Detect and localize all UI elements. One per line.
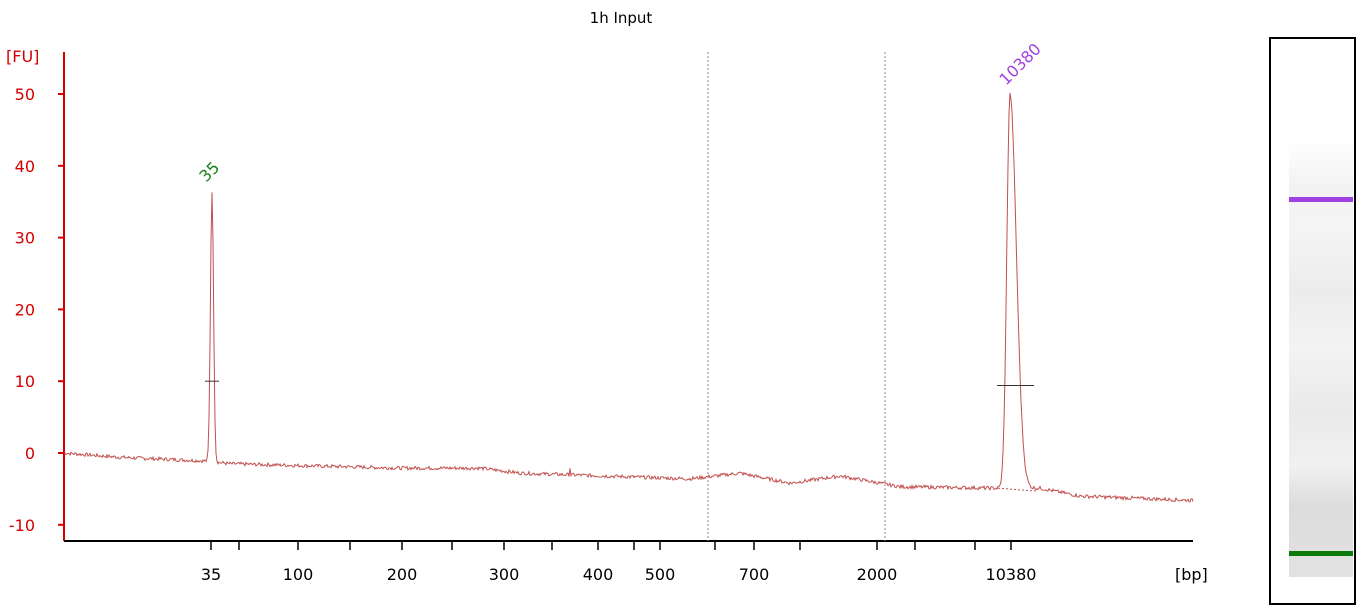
y-tick-label: 50 [15, 85, 35, 104]
gel-image-panel [1269, 37, 1356, 605]
x-axis-ticks: 35 100 200 300 400 500 700 2000 10380 [201, 541, 1037, 584]
region-guides [707, 52, 886, 541]
y-tick-label: -10 [9, 516, 35, 535]
y-axis-ticks: -10 0 10 20 30 40 50 [9, 85, 64, 535]
chart-axes [63, 52, 1193, 542]
y-tick-label: 40 [15, 157, 35, 176]
peak-label: 35 [195, 158, 223, 186]
x-tick-label: 200 [387, 565, 418, 584]
electropherogram-chart: 1h Input [FU] [bp] -10 0 10 20 30 40 50 35 100 2… [6, 9, 1208, 584]
x-tick-label: 100 [283, 565, 314, 584]
x-tick-label: 400 [583, 565, 614, 584]
x-tick-label: 10380 [986, 565, 1037, 584]
gel-lane [1289, 137, 1353, 577]
x-tick-label: 500 [645, 565, 676, 584]
gel-band-upper-marker [1289, 197, 1353, 202]
x-tick-label: 300 [489, 565, 520, 584]
x-tick-label: 2000 [857, 565, 898, 584]
x-axis-label: [bp] [1175, 565, 1208, 584]
y-tick-label: 0 [25, 444, 35, 463]
x-tick-label: 35 [201, 565, 221, 584]
y-tick-label: 10 [15, 372, 35, 391]
chart-title: 1h Input [590, 9, 653, 27]
y-axis-label: [FU] [6, 47, 39, 66]
x-tick-label: 700 [739, 565, 770, 584]
gel-band-lower-marker [1289, 551, 1353, 556]
y-tick-label: 30 [15, 229, 35, 248]
peak-label: 10380 [995, 39, 1044, 88]
electropherogram-trace [63, 92, 1194, 503]
y-tick-label: 20 [15, 300, 35, 319]
peak-labels: 35 10380 [195, 39, 1044, 185]
peak-baseline [997, 487, 1037, 492]
trace-line [63, 92, 1194, 503]
